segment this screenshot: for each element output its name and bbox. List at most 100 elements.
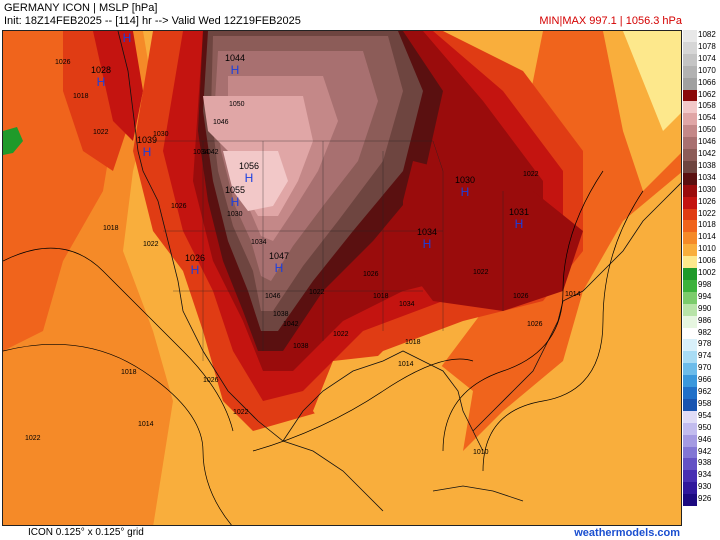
colorbar-label: 1078 [698,41,716,51]
colorbar-swatch [683,172,697,186]
grid-resolution-text: ICON 0.125° x 0.125° grid [28,527,144,538]
isobar-label: 1026 [171,203,187,210]
colorbar-label: 1038 [698,160,716,170]
colorbar-label: 946 [698,434,712,444]
colorbar-label: 1030 [698,184,716,194]
colorbar-label: 1026 [698,196,716,206]
isobar-label: 1034 [251,239,267,246]
colorbar-label: 934 [698,470,712,480]
gulf-of-mexico-band [313,351,473,471]
high-h-label: H [460,185,470,199]
isobar-label: 1014 [138,421,154,428]
colorbar-label: 966 [698,375,712,385]
colorbar-label: 950 [698,422,712,432]
isobar-label: 1026 [527,321,543,328]
isobar-label: 1018 [405,339,421,346]
colorbar-label: 938 [698,458,712,468]
colorbar-label: 982 [698,327,712,337]
site-watermark: weathermodels.com [574,527,680,539]
high-value: 1039 [136,135,158,145]
mslp-map: 1023 H 1028 H 1044 H 1039 H 1056 H 1055 … [2,30,682,526]
high-h-label: H [514,217,524,231]
colorbar-swatch [683,268,697,281]
high-value: 1034 [416,227,438,237]
colorbar-swatch [683,398,697,412]
high-h-label: H [190,263,200,277]
high-h-label: H [122,31,132,45]
colorbar-label: 958 [698,398,712,408]
high-center-1030: 1030 H [445,175,485,199]
colorbar-label: 926 [698,494,712,504]
isobar-label: 1014 [565,291,581,298]
high-value: 1026 [184,253,206,263]
colorbar-swatch [683,149,697,162]
colorbar-swatch [683,410,697,424]
high-center-1028: 1028 H [81,65,121,89]
colorbar-swatch [683,458,697,471]
isobar-label: 1014 [398,361,414,368]
high-value: 1028 [90,65,112,75]
isobar-label: 1018 [103,225,119,232]
isobar-label: 1046 [213,119,229,126]
isobar-label: 1026 [55,59,71,66]
isobar-label: 1038 [293,343,309,350]
colorbar-swatch [683,422,697,436]
isobar-label: 1038 [273,311,289,318]
high-center-1039: 1039 H [127,135,167,159]
colorbar-label: 1022 [698,208,716,218]
colorbar-swatch [683,291,697,305]
isobar-label: 1022 [143,241,159,248]
high-center-1031: 1031 H [499,207,539,231]
colorbar-swatch [683,339,697,352]
colorbar-label: 998 [698,279,712,289]
isobar-label: 1042 [283,321,299,328]
pressure-band-1026-nw [93,31,143,141]
high-center-1055: 1055 H [215,185,255,209]
isobar-label: 1026 [363,271,379,278]
isobar-label: 1018 [121,369,137,376]
colorbar-swatch [683,494,697,507]
high-value: 1055 [224,185,246,195]
isobar-label: 1046 [265,293,281,300]
colorbar-swatch [683,184,697,198]
isobar-label: 1030 [227,211,243,218]
isobar-label: 1022 [523,171,539,178]
colorbar-swatch [683,482,697,495]
colorbar-swatch [683,30,697,43]
high-h-label: H [230,195,240,209]
isobar-label: 1022 [333,331,349,338]
colorbar-label: 1062 [698,89,716,99]
colorbar-label: 1058 [698,101,716,111]
isobar-label: 1050 [229,101,245,108]
isobar-label: 1022 [25,435,41,442]
colorbar-swatch [683,89,697,102]
high-value: 1030 [454,175,476,185]
colorbar-swatch [683,315,697,328]
colorbar-swatch [683,375,697,388]
high-value: 1056 [238,161,260,171]
high-center-1023: 1023 H [107,31,147,45]
colorbar-label: 1042 [698,149,716,158]
high-value: 1031 [508,207,530,217]
high-value: 1047 [268,251,290,261]
colorbar-label: 1046 [698,137,716,147]
political-borders [153,140,504,361]
colorbar-swatch [683,256,697,269]
isobars [3,170,644,525]
colorbar-swatch [683,363,697,376]
isobar-label: 1022 [93,129,109,136]
high-h-label: H [230,63,240,77]
colorbar-swatch [683,220,697,233]
colorbar-swatch [683,434,697,447]
colorbar-label: 954 [698,410,712,420]
isobar-label: 1018 [73,93,89,100]
colorbar-swatch [683,279,697,293]
isobar-label: 1022 [233,409,249,416]
colorbar-swatch [683,327,697,340]
high-value: 1044 [224,53,246,63]
colorbar-legend: 1082 1078 1074 1070 1066 1062 1058 1054 1050 1046… [683,30,720,507]
isobar-label: 1022 [309,289,325,296]
isobar-label: 1034 [193,149,209,156]
colorbar-swatch [683,303,697,317]
isobar-label: 1010 [473,449,489,456]
